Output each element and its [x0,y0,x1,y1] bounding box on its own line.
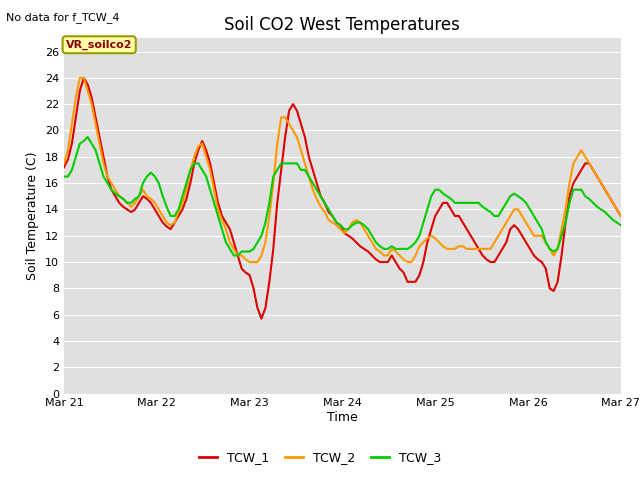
Text: VR_soilco2: VR_soilco2 [66,40,132,50]
Y-axis label: Soil Temperature (C): Soil Temperature (C) [26,152,39,280]
X-axis label: Time: Time [327,411,358,424]
Legend: TCW_1, TCW_2, TCW_3: TCW_1, TCW_2, TCW_3 [193,446,447,469]
Title: Soil CO2 West Temperatures: Soil CO2 West Temperatures [225,16,460,34]
Text: No data for f_TCW_4: No data for f_TCW_4 [6,12,120,23]
